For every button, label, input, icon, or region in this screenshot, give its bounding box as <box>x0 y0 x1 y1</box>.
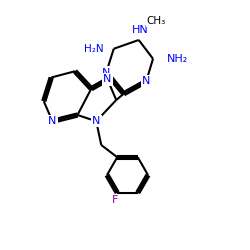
Text: N: N <box>142 76 150 86</box>
Text: N: N <box>102 68 110 78</box>
Text: HN: HN <box>132 26 148 36</box>
Text: NH₂: NH₂ <box>167 54 188 64</box>
Text: H₂N: H₂N <box>84 44 104 54</box>
Text: N: N <box>92 116 100 126</box>
Text: N: N <box>48 116 57 126</box>
Text: N: N <box>103 74 112 85</box>
Text: F: F <box>112 195 118 205</box>
Text: CH₃: CH₃ <box>146 16 166 26</box>
